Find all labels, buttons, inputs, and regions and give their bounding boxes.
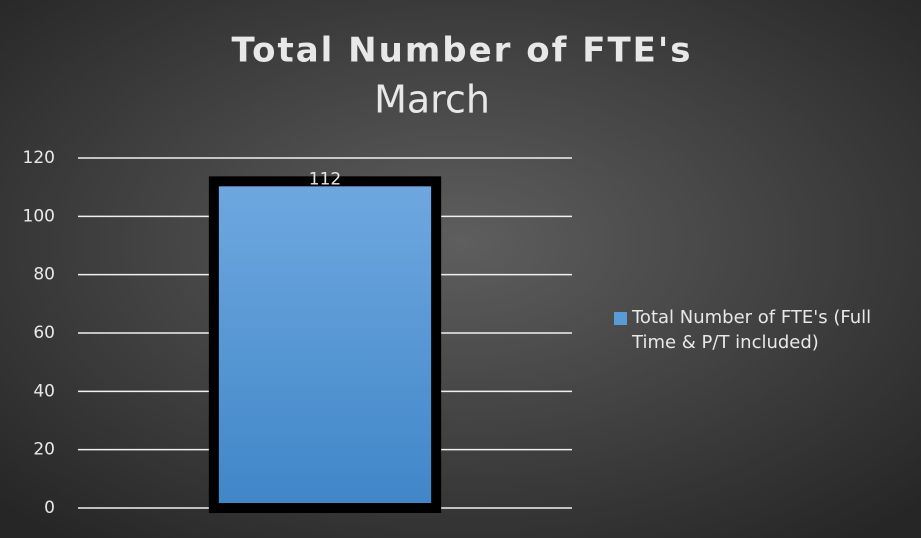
data-label: 112 [309,169,341,189]
legend-swatch [614,312,627,325]
y-tick-label: 80 [33,265,55,285]
chart-subtitle: March [374,78,490,122]
y-tick-label: 20 [33,440,55,460]
y-tick-label: 60 [33,323,55,343]
legend-label: Total Number of FTE's (Full Time & P/T i… [632,307,872,353]
y-tick-label: 100 [23,206,55,226]
bar [208,176,442,513]
chart-title: Total Number of FTE's [231,31,692,71]
y-tick-label: 40 [33,381,55,401]
y-tick-label: 0 [44,498,55,518]
y-tick-label: 120 [23,148,55,168]
